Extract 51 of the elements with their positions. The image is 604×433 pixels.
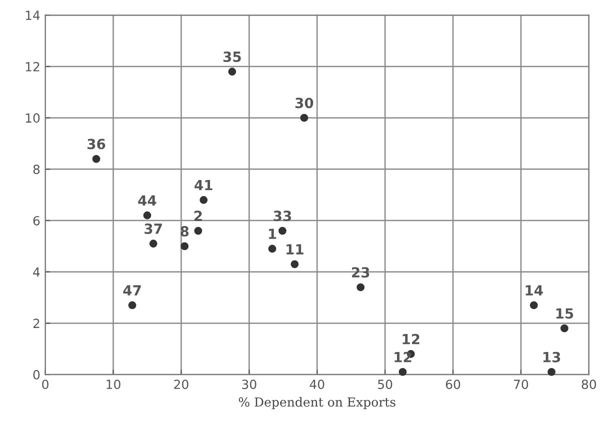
point bbox=[228, 68, 236, 76]
y-tick-label: 2 bbox=[33, 318, 40, 328]
point bbox=[398, 368, 407, 376]
annotation: 13 bbox=[543, 352, 560, 362]
y-tick-label: 6 bbox=[33, 216, 40, 226]
x-tick-label: 20 bbox=[174, 380, 188, 390]
x-tick-label: 70 bbox=[514, 380, 528, 390]
point bbox=[92, 154, 100, 163]
annotation: 44 bbox=[138, 195, 156, 206]
point bbox=[278, 226, 286, 235]
x-tick-label: 60 bbox=[446, 380, 460, 390]
point bbox=[194, 226, 202, 235]
y-tick-label: 4 bbox=[33, 268, 40, 277]
x-tick-label: 80 bbox=[582, 380, 596, 390]
point bbox=[268, 244, 276, 253]
point bbox=[200, 196, 208, 204]
x-tick-label: 30 bbox=[242, 380, 256, 390]
annotation: 12 bbox=[394, 352, 412, 362]
annotation: 33 bbox=[274, 210, 292, 222]
point bbox=[290, 260, 299, 268]
annotation: 11 bbox=[286, 244, 304, 254]
x-tick-label: 10 bbox=[106, 380, 120, 390]
x-tick-label: 40 bbox=[310, 380, 324, 390]
annotation: 15 bbox=[556, 308, 574, 319]
y-tick-label: 0 bbox=[33, 370, 40, 380]
y-tick-label: 14 bbox=[26, 10, 40, 20]
point bbox=[530, 301, 538, 310]
annotation: 35 bbox=[223, 51, 241, 62]
x-tick-label: 0 bbox=[42, 380, 48, 390]
point bbox=[143, 211, 152, 220]
annotation: 37 bbox=[144, 223, 162, 234]
annotation: 14 bbox=[526, 285, 543, 296]
point bbox=[128, 301, 136, 310]
y-tick-label: 8 bbox=[33, 164, 40, 174]
point bbox=[180, 242, 189, 250]
point bbox=[548, 368, 556, 376]
point bbox=[149, 240, 158, 248]
point bbox=[300, 114, 308, 122]
x-tick-label: 50 bbox=[378, 380, 392, 390]
annotation: 1 bbox=[268, 228, 276, 239]
annotation: 2 bbox=[194, 210, 202, 221]
x-axis-title: % Dependent on Exports bbox=[238, 397, 396, 410]
annotation: 30 bbox=[295, 98, 314, 108]
point bbox=[560, 324, 568, 332]
annotation: 36 bbox=[88, 138, 106, 150]
annotation: 41 bbox=[194, 180, 212, 190]
point bbox=[356, 283, 365, 292]
y-tick-label: 10 bbox=[26, 113, 40, 123]
annotation: 47 bbox=[123, 285, 141, 296]
annotation: 12 bbox=[402, 334, 420, 344]
y-tick-label: 12 bbox=[26, 62, 40, 72]
